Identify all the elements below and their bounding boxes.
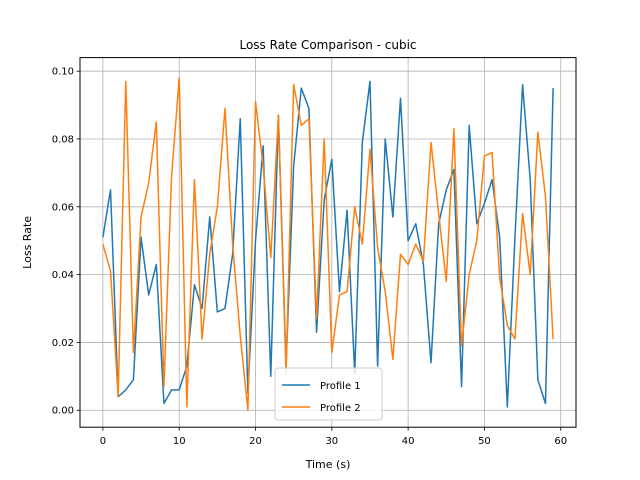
y-axis-label: Loss Rate	[21, 216, 34, 269]
x-tick-label: 40	[402, 436, 415, 447]
y-tick-label: 0.00	[52, 406, 74, 417]
chart-title: Loss Rate Comparison - cubic	[239, 38, 416, 52]
legend-label-profile-1: Profile 1	[320, 381, 361, 392]
x-tick-label: 60	[554, 436, 567, 447]
x-tick-label: 10	[173, 436, 186, 447]
y-tick-label: 0.08	[52, 134, 74, 145]
x-tick-label: 50	[478, 436, 491, 447]
y-tick-label: 0.04	[52, 270, 74, 281]
y-tick-label: 0.10	[52, 67, 74, 78]
plot-area-frame	[79, 57, 577, 428]
x-tick-label: 0	[100, 436, 106, 447]
series-lines	[102, 77, 554, 411]
legend-label-profile-2: Profile 2	[320, 403, 361, 414]
x-tick-label: 30	[325, 436, 338, 447]
series-line-profile-2	[102, 77, 554, 411]
legend: Profile 1 Profile 2	[274, 367, 383, 421]
x-tick-label: 20	[249, 436, 262, 447]
x-axis-label: Time (s)	[305, 458, 351, 471]
y-tick-label: 0.02	[52, 338, 74, 349]
y-tick-label: 0.06	[52, 202, 74, 213]
axis-ticks: 0 10 20 30 40 50 60 0.00 0.02 0.04 0.06 0.08 0.10	[52, 67, 567, 448]
